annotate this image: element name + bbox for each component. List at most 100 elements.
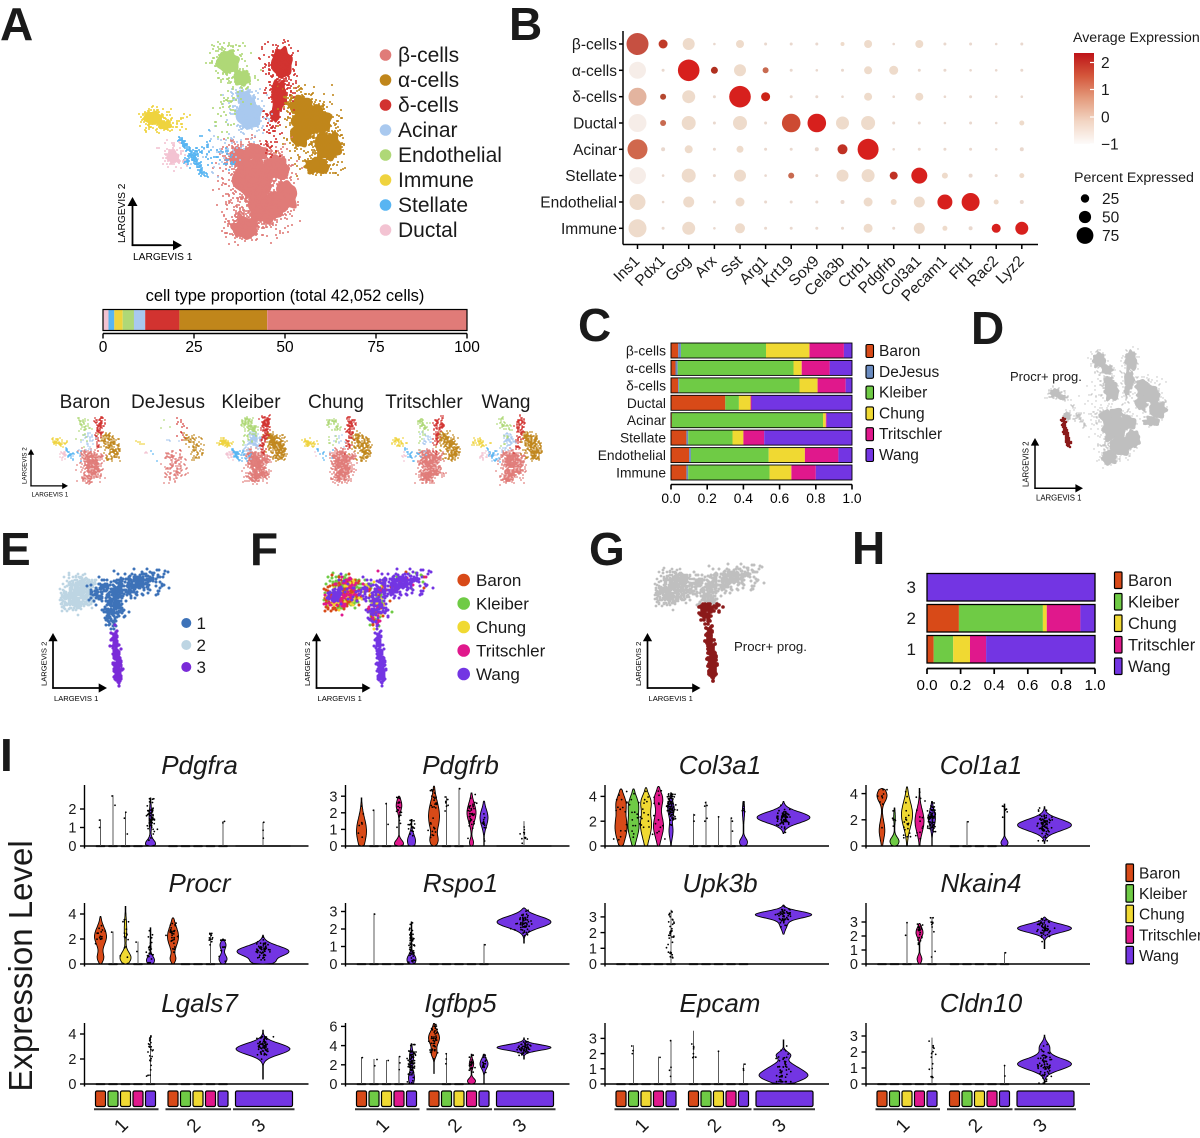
- svg-text:4: 4: [850, 787, 858, 803]
- svg-text:0: 0: [850, 839, 858, 855]
- svg-text:LARGEVIS 2: LARGEVIS 2: [22, 447, 29, 484]
- svg-text:0: 0: [850, 1077, 858, 1093]
- svg-text:0: 0: [329, 957, 337, 973]
- svg-text:2: 2: [850, 1045, 858, 1061]
- svg-text:Expression Level: Expression Level: [2, 840, 39, 1091]
- svg-text:E: E: [0, 523, 31, 575]
- svg-text:6: 6: [329, 1020, 337, 1036]
- svg-text:δ-cells: δ-cells: [398, 94, 459, 117]
- svg-text:Procr+ prog.: Procr+ prog.: [734, 639, 807, 654]
- svg-text:0: 0: [589, 957, 597, 973]
- svg-text:75: 75: [1102, 228, 1119, 245]
- svg-text:Stellate: Stellate: [620, 431, 666, 446]
- svg-text:Endothelial: Endothelial: [540, 195, 617, 212]
- svg-text:2: 2: [589, 814, 597, 830]
- svg-text:0: 0: [99, 339, 108, 356]
- svg-text:0.4: 0.4: [984, 677, 1005, 694]
- svg-text:Baron: Baron: [60, 392, 111, 413]
- svg-text:Stellate: Stellate: [565, 168, 617, 185]
- svg-text:Chung: Chung: [1139, 907, 1185, 924]
- svg-text:Ductal: Ductal: [398, 219, 458, 242]
- svg-text:1.0: 1.0: [842, 491, 862, 506]
- svg-text:Percent Expressed: Percent Expressed: [1074, 170, 1194, 186]
- svg-text:Kleiber: Kleiber: [476, 595, 529, 614]
- svg-text:0: 0: [589, 1077, 597, 1093]
- svg-text:0.0: 0.0: [916, 677, 937, 694]
- svg-text:δ-cells: δ-cells: [572, 89, 617, 106]
- svg-text:LARGEVIS 2: LARGEVIS 2: [1022, 441, 1031, 487]
- svg-text:Chung: Chung: [879, 405, 925, 422]
- svg-text:Baron: Baron: [1128, 572, 1172, 590]
- svg-text:0: 0: [68, 1077, 76, 1093]
- svg-text:2: 2: [68, 932, 76, 948]
- svg-text:2: 2: [68, 1052, 76, 1068]
- svg-text:δ-cells: δ-cells: [626, 378, 666, 393]
- svg-text:LARGEVIS 2: LARGEVIS 2: [303, 642, 312, 686]
- svg-text:Procr: Procr: [168, 868, 231, 898]
- svg-text:β-cells: β-cells: [572, 37, 617, 54]
- svg-text:2: 2: [850, 813, 858, 829]
- svg-text:I: I: [0, 729, 13, 781]
- svg-text:2: 2: [68, 802, 76, 818]
- svg-text:Igfbp5: Igfbp5: [424, 988, 497, 1018]
- svg-text:0.8: 0.8: [1051, 677, 1072, 694]
- svg-text:0.2: 0.2: [698, 491, 717, 506]
- svg-text:Col1a1: Col1a1: [940, 750, 1022, 780]
- svg-text:3: 3: [329, 789, 337, 805]
- svg-text:F: F: [250, 523, 278, 575]
- svg-text:0.6: 0.6: [1017, 677, 1038, 694]
- svg-text:β-cells: β-cells: [398, 44, 459, 67]
- svg-text:100: 100: [454, 339, 480, 356]
- svg-text:Endothelial: Endothelial: [598, 448, 666, 463]
- svg-text:G: G: [589, 523, 625, 575]
- svg-text:2: 2: [329, 1058, 337, 1074]
- svg-text:Col3a1: Col3a1: [679, 750, 761, 780]
- svg-text:A: A: [0, 0, 33, 50]
- svg-text:LARGEVIS 1: LARGEVIS 1: [1036, 494, 1082, 503]
- svg-text:Pdgfrb: Pdgfrb: [422, 750, 499, 780]
- svg-text:2: 2: [850, 929, 858, 945]
- svg-text:0.2: 0.2: [950, 677, 971, 694]
- svg-text:0: 0: [1101, 110, 1110, 127]
- svg-text:1: 1: [589, 1062, 597, 1078]
- svg-text:2: 2: [589, 1047, 597, 1063]
- svg-text:Tritschler: Tritschler: [476, 642, 546, 661]
- svg-text:0.0: 0.0: [661, 491, 681, 506]
- svg-text:Tritschler: Tritschler: [1128, 637, 1196, 655]
- svg-text:Acinar: Acinar: [398, 119, 458, 142]
- svg-text:4: 4: [68, 1027, 76, 1043]
- svg-text:0.6: 0.6: [770, 491, 790, 506]
- svg-text:1: 1: [329, 823, 337, 839]
- svg-text:Immune: Immune: [616, 466, 666, 481]
- svg-text:Epcam: Epcam: [680, 988, 761, 1018]
- svg-text:−1: −1: [1101, 137, 1119, 154]
- svg-text:LARGEVIS 2: LARGEVIS 2: [634, 642, 643, 686]
- svg-text:1: 1: [197, 614, 206, 633]
- svg-text:Chung: Chung: [476, 618, 526, 637]
- svg-text:Rspo1: Rspo1: [423, 868, 498, 898]
- svg-text:3: 3: [197, 658, 206, 677]
- svg-text:Tritschler: Tritschler: [879, 426, 942, 443]
- svg-text:0: 0: [329, 1077, 337, 1093]
- svg-text:Lgals7: Lgals7: [161, 988, 239, 1018]
- svg-text:Baron: Baron: [879, 343, 920, 360]
- svg-text:Wang: Wang: [1128, 658, 1171, 676]
- svg-text:LARGEVIS 2: LARGEVIS 2: [117, 183, 128, 243]
- svg-text:α-cells: α-cells: [572, 63, 617, 80]
- svg-text:Kleiber: Kleiber: [1139, 886, 1187, 903]
- svg-text:Immune: Immune: [561, 221, 617, 238]
- svg-text:D: D: [971, 302, 1004, 354]
- svg-text:Wang: Wang: [482, 392, 531, 413]
- svg-text:3: 3: [850, 1029, 858, 1045]
- svg-text:Baron: Baron: [476, 571, 521, 590]
- svg-text:0.4: 0.4: [734, 491, 754, 506]
- svg-text:Acinar: Acinar: [573, 142, 617, 159]
- svg-text:Stellate: Stellate: [398, 194, 468, 217]
- svg-text:Tritschler: Tritschler: [1139, 927, 1200, 944]
- svg-text:4: 4: [68, 907, 76, 923]
- svg-text:Chung: Chung: [308, 392, 364, 413]
- svg-text:1: 1: [68, 821, 76, 837]
- svg-text:1: 1: [907, 640, 916, 659]
- svg-text:α-cells: α-cells: [626, 361, 666, 376]
- svg-text:1: 1: [1101, 82, 1110, 99]
